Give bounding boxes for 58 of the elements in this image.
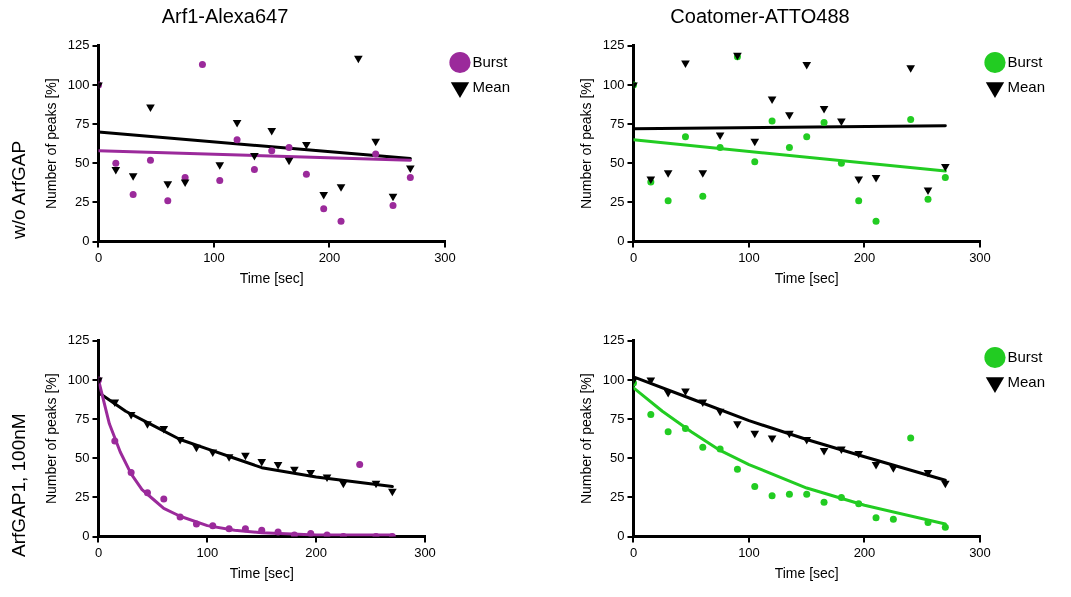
y-axis-title: Number of peaks [%] <box>43 78 60 210</box>
y-tick-label: 75 <box>75 410 90 426</box>
x-tick-label: 200 <box>318 249 341 265</box>
y-tick-label: 50 <box>75 449 90 465</box>
legend-label: Mean <box>1007 77 1046 95</box>
y-tick-label: 0 <box>617 528 625 544</box>
y-tick-label: 50 <box>75 154 90 170</box>
y-tick-label: 25 <box>75 489 90 505</box>
text: ArfGAP1, 100nM <box>8 413 30 557</box>
x-tick-label: 300 <box>434 249 456 265</box>
legend-label: Burst <box>1007 52 1044 70</box>
x-tick-label: 100 <box>196 544 219 560</box>
x-axis-title: Time [sec] <box>774 565 839 582</box>
y-axis-title: Number of peaks [%] <box>43 373 60 505</box>
x-tick-label: 0 <box>629 544 638 560</box>
x-tick-label: 0 <box>94 249 103 265</box>
y-tick-label: 100 <box>67 371 90 387</box>
y-axis-title: Number of peaks [%] <box>578 78 595 210</box>
y-tick-label: 50 <box>610 154 625 170</box>
x-axis-title: Time [sec] <box>774 270 839 287</box>
y-tick-label: 125 <box>67 37 90 53</box>
x-tick-label: 100 <box>738 544 760 560</box>
legend-label: Mean <box>1007 372 1046 390</box>
x-tick-label: 0 <box>94 544 103 560</box>
y-tick-label: 25 <box>75 194 90 210</box>
y-axis-title: Number of peaks [%] <box>578 373 595 505</box>
y-tick-label: 25 <box>610 194 625 210</box>
legend-label: Mean <box>472 77 511 95</box>
x-tick-label: 100 <box>738 249 760 265</box>
x-axis-title: Time [sec] <box>239 270 304 287</box>
y-tick-label: 50 <box>610 449 625 465</box>
legend-label: Burst <box>472 52 509 70</box>
x-tick-label: 300 <box>414 544 436 560</box>
x-tick-label: 100 <box>203 249 225 265</box>
x-tick-label: 200 <box>853 249 876 265</box>
x-tick-label: 0 <box>629 249 638 265</box>
chart-title: Arf1-Alexa647 <box>160 5 290 28</box>
x-tick-label: 200 <box>853 544 876 560</box>
y-tick-label: 125 <box>602 37 625 53</box>
legend-label: Burst <box>1007 347 1044 365</box>
y-tick-label: 125 <box>602 332 625 348</box>
y-tick-label: 0 <box>82 233 90 249</box>
y-tick-label: 0 <box>82 528 90 544</box>
x-tick-label: 200 <box>305 544 328 560</box>
y-tick-label: 75 <box>610 115 625 131</box>
y-tick-label: 100 <box>602 76 625 92</box>
x-tick-label: 300 <box>969 249 991 265</box>
y-tick-label: 0 <box>617 233 625 249</box>
y-tick-label: 100 <box>67 76 90 92</box>
x-tick-label: 300 <box>969 544 991 560</box>
y-tick-label: 75 <box>610 410 625 426</box>
chart-title: Coatomer-ATTO488 <box>669 5 851 28</box>
y-tick-label: 75 <box>75 115 90 131</box>
y-tick-label: 100 <box>602 371 625 387</box>
x-axis-title: Time [sec] <box>229 565 294 582</box>
text: w/o ArfGAP <box>8 140 30 239</box>
y-tick-label: 25 <box>610 489 625 505</box>
y-tick-label: 125 <box>67 332 90 348</box>
